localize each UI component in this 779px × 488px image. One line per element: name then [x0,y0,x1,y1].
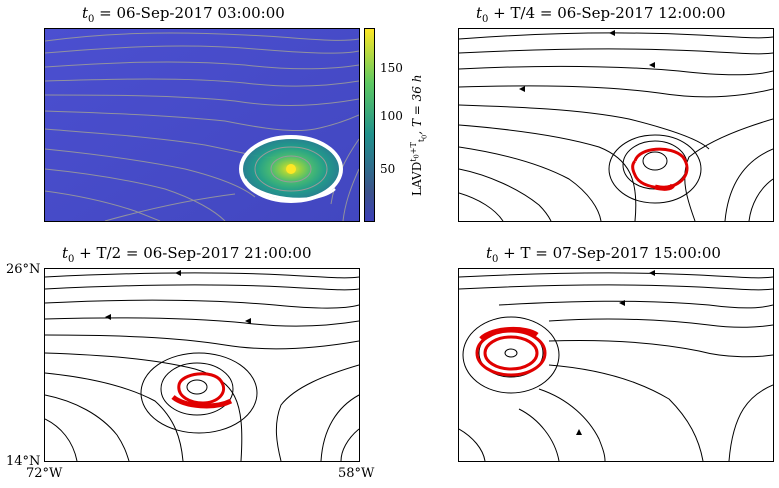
colorbar-label: LAVDt0+Tt0, T = 36 h [409,74,429,196]
eddy-boundary [171,372,233,409]
panel-2-title: t0 + T/4 = 06-Sep-2017 12:00:00 [476,4,726,25]
streamlines [459,272,773,461]
x-axis-right-label: 58°W [338,466,375,481]
eddy-boundary [475,327,547,377]
streamline-plot-full [459,270,773,461]
colorbar-tick-50: 50 [380,162,396,176]
y-axis-top-label: 26°N [6,262,41,277]
lavd-field-plot [45,29,359,221]
flow-arrows [105,270,251,324]
panel-lavd-field [44,28,360,222]
y-axis-bottom-label: 14°N [6,454,41,469]
panel-4-title: t0 + T = 07-Sep-2017 15:00:00 [486,244,721,265]
flow-arrows [576,270,655,435]
streamlines-light [45,32,359,221]
flow-arrows [519,30,655,92]
streamline-plot-quarter [459,30,773,221]
x-axis-left-label: 72°W [26,466,63,481]
streamline-plot-half [45,270,359,461]
eddy-boundary [631,147,689,191]
panel-1-title: t0 = 06-Sep-2017 03:00:00 [82,4,285,25]
colorbar [364,28,375,222]
panel-half [44,268,360,462]
colorbar-tick-150: 150 [380,61,403,75]
colorbar-tick-100: 100 [380,109,403,123]
eddy-core [239,135,343,203]
panel-3-title: t0 + T/2 = 06-Sep-2017 21:00:00 [62,244,312,265]
panel-quarter [458,28,774,222]
streamlines [45,272,359,461]
panel-full [458,268,774,462]
streamlines [459,32,773,221]
